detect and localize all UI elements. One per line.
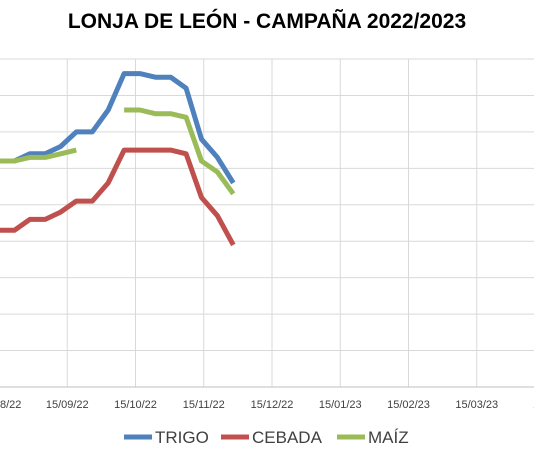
chart-title: LONJA DE LEÓN - CAMPAÑA 2022/2023 — [67, 10, 467, 33]
legend-label-cebada: CEBADA — [252, 428, 323, 447]
grid-lines — [0, 58, 534, 388]
x-tick-label: 15/02/23 — [387, 399, 430, 411]
series-lines — [0, 71, 236, 247]
series-line-maiz — [0, 147, 77, 164]
legend: TRIGO CEBADA MAÍZ — [124, 428, 409, 447]
x-tick-label: 8/22 — [0, 399, 21, 411]
x-axis-ticks: 8/22 15/09/22 15/10/22 15/11/22 15/12/22 15/0… — [0, 399, 534, 411]
legend-label-maiz: MAÍZ — [368, 428, 409, 447]
legend-label-trigo: TRIGO — [155, 428, 209, 447]
x-tick-label: 15/10/22 — [114, 399, 157, 411]
x-tick-label: 15/01/23 — [319, 399, 362, 411]
x-tick-label: 15/03/23 — [455, 399, 498, 411]
x-tick-label: 15/12/22 — [251, 399, 294, 411]
x-tick-label: 15/11/22 — [183, 399, 225, 411]
series-line-maiz — [124, 107, 236, 196]
x-tick-label: 15/09/22 — [46, 399, 89, 411]
series-line-trigo — [0, 71, 236, 185]
series-line-cebada — [0, 147, 236, 247]
